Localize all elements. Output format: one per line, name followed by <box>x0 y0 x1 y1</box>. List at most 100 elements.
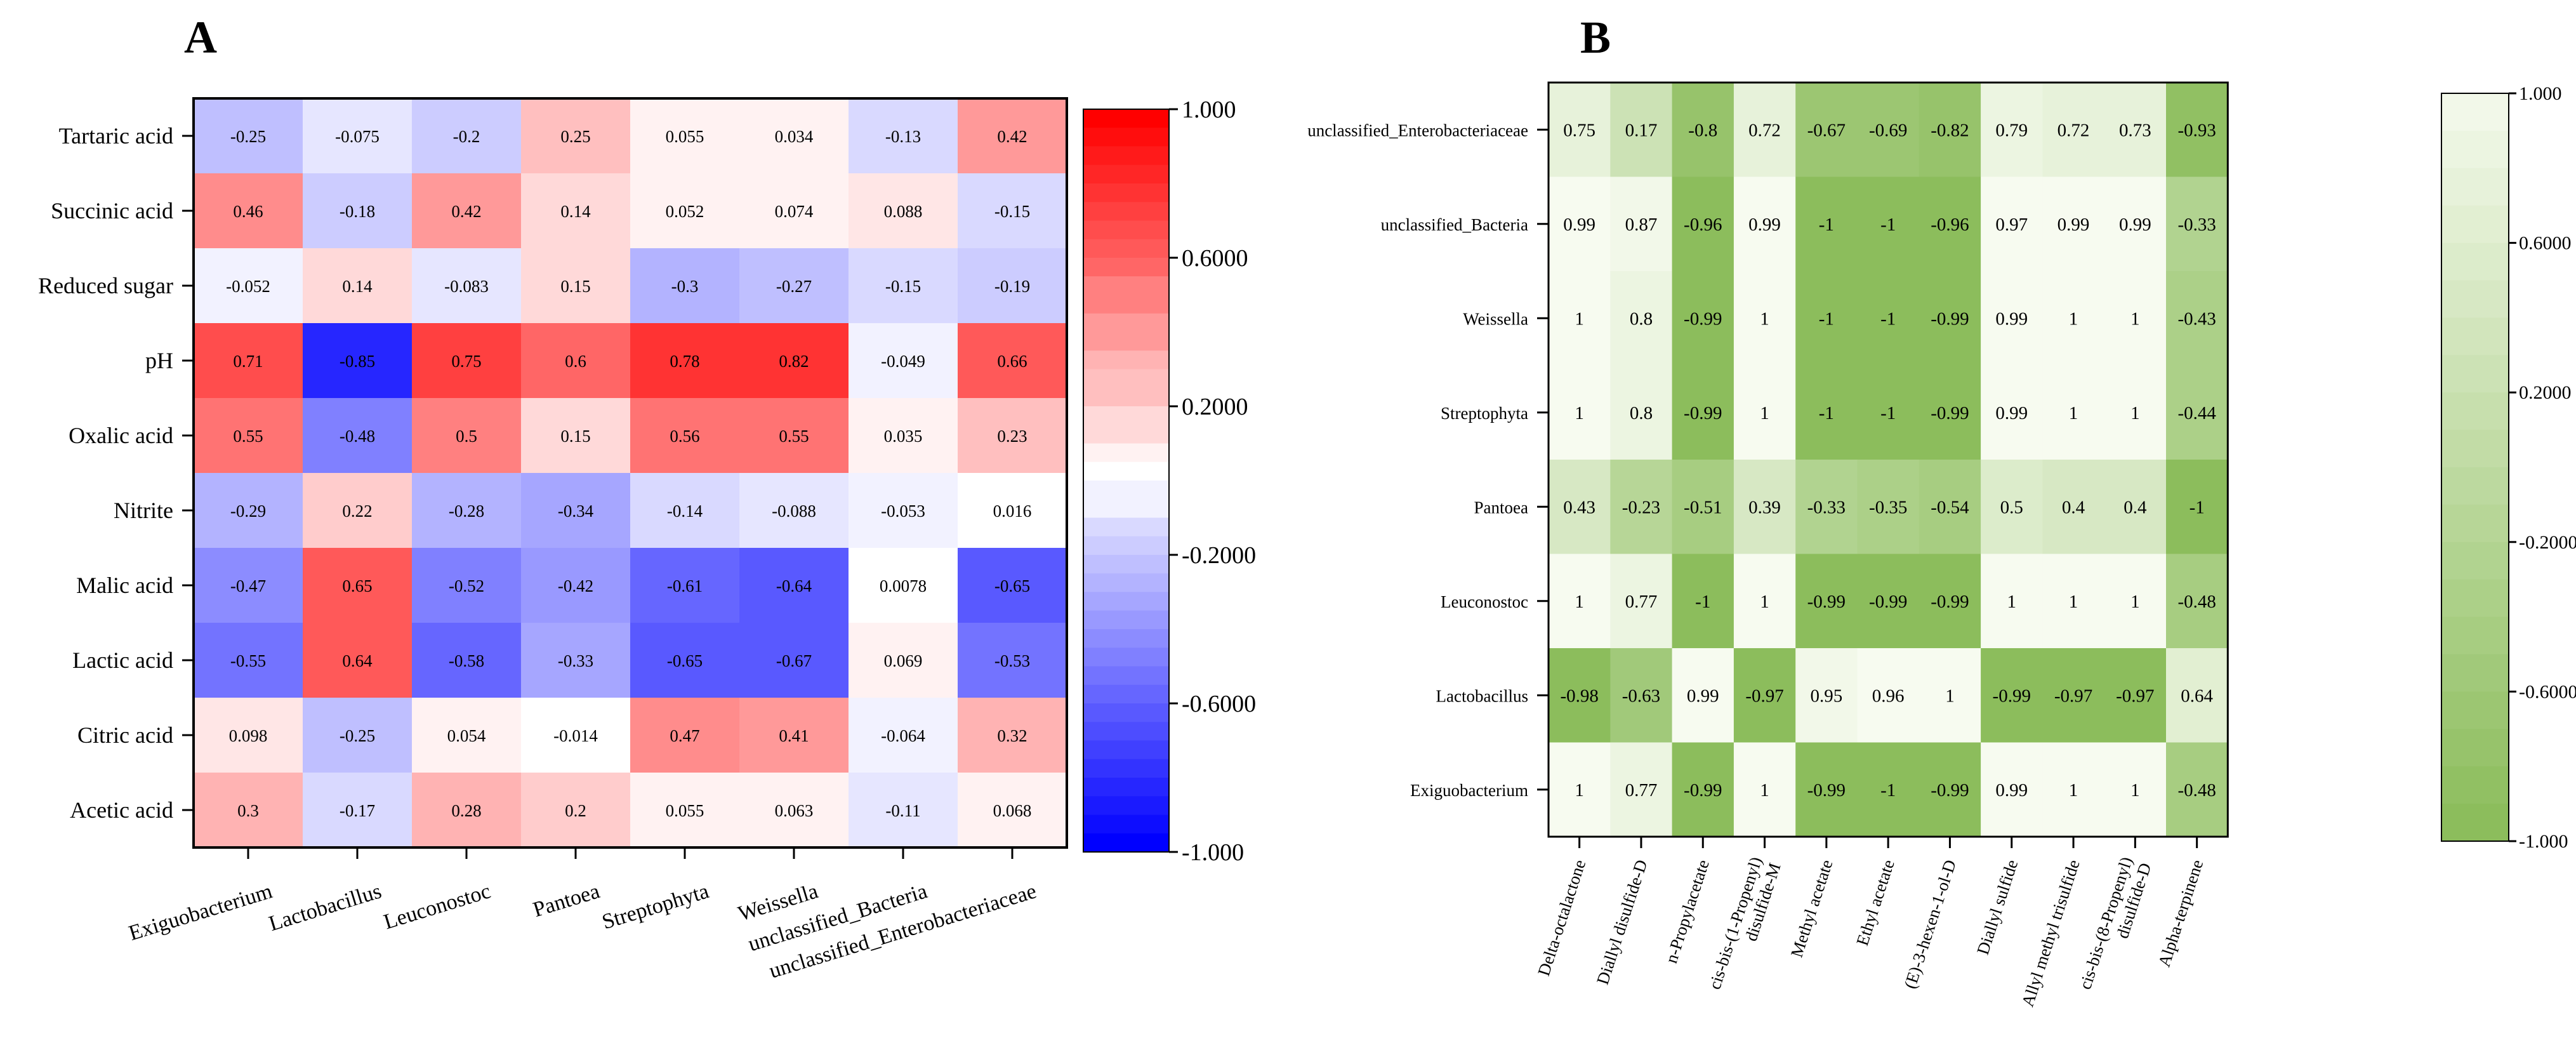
heatmap-a-cell <box>739 773 849 848</box>
heatmap-b-cell-label: 0.99 <box>1563 215 1595 235</box>
heatmap-b-cell <box>2104 648 2167 743</box>
heatmap-b-cell-label: 0.99 <box>1687 686 1719 706</box>
colorbar-a-band <box>1083 517 1169 537</box>
heatmap-b-cell <box>2104 176 2167 272</box>
heatmap-a-row-label: Tartaric acid <box>59 123 173 149</box>
heatmap-a-cell <box>521 698 631 773</box>
heatmap-a-cell-label: -0.65 <box>994 576 1030 595</box>
heatmap-b-cell <box>1795 460 1858 555</box>
heatmap-b-cell-label: 1 <box>2130 592 2140 612</box>
heatmap-b-col-label: cis-bis-(1-Propenyl)disulfide-M <box>1705 854 1784 998</box>
heatmap-a-cell <box>958 323 1067 399</box>
heatmap-b-col-label: Alpha-terpinene <box>2155 858 2207 969</box>
heatmap-a-cell-label: -0.064 <box>881 726 925 745</box>
heatmap-b-cell <box>2104 365 2167 460</box>
heatmap-a-cell <box>303 473 413 548</box>
heatmap-a-cell <box>958 98 1067 174</box>
colorbar-b-band <box>2441 130 2509 169</box>
colorbar-a-band <box>1083 610 1169 630</box>
colorbar-b-tick-label: -1.000 <box>2519 831 2568 852</box>
heatmap-b-col-label: Delta-octalactone <box>1534 858 1589 978</box>
heatmap-b-cell-label: -1 <box>1880 215 1896 235</box>
heatmap-b-cell <box>2166 742 2228 837</box>
heatmap-b-cell-label: -0.99 <box>1807 780 1846 801</box>
heatmap-a-cell <box>412 773 522 848</box>
heatmap-a-cell-label: -0.55 <box>230 651 266 670</box>
heatmap-a-row-label: Malic acid <box>76 573 173 598</box>
heatmap-b-cell-label: -0.69 <box>1869 120 1907 140</box>
heatmap-b-row-label: unclassified_Bacteria <box>1381 215 1528 234</box>
heatmap-b-cell-label: -0.48 <box>2177 592 2216 612</box>
heatmap-b-cell <box>1733 176 1796 272</box>
heatmap-a-row-label: Acetic acid <box>70 797 173 823</box>
colorbar-a-band <box>1083 722 1169 741</box>
heatmap-b-cell <box>2104 83 2167 178</box>
colorbar-a-band <box>1083 462 1169 481</box>
heatmap-b-cell-label: 0.96 <box>1872 686 1905 706</box>
heatmap-b-cell-label: -0.93 <box>2177 120 2216 140</box>
heatmap-a-cell <box>849 398 958 474</box>
heatmap-b-cell-label: 0.77 <box>1625 592 1658 612</box>
colorbar-b-band <box>2441 654 2509 692</box>
heatmap-a-cell <box>958 173 1067 249</box>
heatmap-b-cell-label: -0.33 <box>1807 497 1846 517</box>
heatmap-a-cell-label: -0.52 <box>449 576 484 595</box>
heatmap-a-cell <box>412 698 522 773</box>
heatmap-b-cell <box>1919 271 1981 366</box>
heatmap-b-cell-label: 1 <box>1575 780 1584 801</box>
heatmap-b-cell-label: 0.79 <box>1995 120 2028 140</box>
colorbar-b-band <box>2441 729 2509 767</box>
heatmap-a-cell-label: -0.48 <box>340 427 375 446</box>
heatmap-b-cell <box>1981 83 2043 178</box>
heatmap-b-cell <box>2042 460 2105 555</box>
heatmap-b-cell <box>2104 460 2167 555</box>
heatmap-a-cell-label: 0.098 <box>229 726 268 745</box>
heatmap-b-cell-label: -0.99 <box>1807 592 1846 612</box>
heatmap-b-cell <box>1610 460 1673 555</box>
heatmap-a-cell-label: 0.15 <box>560 277 590 296</box>
heatmap-b-cell <box>1672 460 1734 555</box>
heatmap-b-cell-label: -1 <box>1880 780 1896 801</box>
heatmap-b-cell <box>1733 460 1796 555</box>
heatmap-a-cell-label: 0.42 <box>451 202 481 221</box>
heatmap-a-cell <box>849 698 958 773</box>
heatmap-b-cell <box>1919 742 1981 837</box>
colorbar-a-band <box>1083 814 1169 834</box>
heatmap-a-cell-label: 0.063 <box>775 801 814 820</box>
heatmap-b-cell <box>1672 83 1734 178</box>
heatmap-b-cell <box>1981 554 2043 649</box>
heatmap-a-cell <box>194 323 303 399</box>
colorbar-a-tick-label: 0.6000 <box>1182 245 1248 272</box>
colorbar-b-tick-label: 0.2000 <box>2519 382 2572 403</box>
heatmap-b-cell <box>1857 271 1920 366</box>
heatmap-b-cell <box>1733 554 1796 649</box>
heatmap-a-cell <box>739 698 849 773</box>
heatmap-a-cell-label: 0.64 <box>342 651 373 670</box>
colorbar-a-band <box>1083 239 1169 258</box>
heatmap-a-cell <box>630 98 740 174</box>
heatmap-b-cell <box>1549 742 1611 837</box>
heatmap-a-cell <box>849 473 958 548</box>
heatmap-b-cell <box>2104 742 2167 837</box>
heatmap-a-cell <box>194 548 303 623</box>
heatmap-a-cell <box>194 473 303 548</box>
heatmap-b-cell <box>2042 271 2105 366</box>
heatmap-b-cell-label: 1 <box>2069 592 2078 612</box>
heatmap-b-cell-label: -0.97 <box>2116 686 2154 706</box>
heatmap-a-cell-label: -0.052 <box>226 277 270 296</box>
heatmap-b-cell-label: 0.99 <box>1995 403 2028 423</box>
heatmap-a-cell <box>412 323 522 399</box>
heatmap-a-cell <box>303 248 413 324</box>
heatmap-a-cell <box>739 548 849 623</box>
colorbar-b-band <box>2441 317 2509 356</box>
heatmap-a-cell <box>194 248 303 324</box>
heatmap-b-col-label: Methyl acetate <box>1787 858 1837 960</box>
heatmap-b-cell <box>1857 365 1920 460</box>
heatmap-a-cell-label: -0.65 <box>667 651 703 670</box>
heatmap-a-cell-label: 0.088 <box>884 202 923 221</box>
heatmap-b-row-label: Leuconostoc <box>1441 592 1528 611</box>
heatmap-b-col-label: Allyl methyl trisulfide <box>2018 858 2084 1009</box>
heatmap-b-cell-label: 1 <box>2130 309 2140 329</box>
colorbar-a-band <box>1083 796 1169 816</box>
